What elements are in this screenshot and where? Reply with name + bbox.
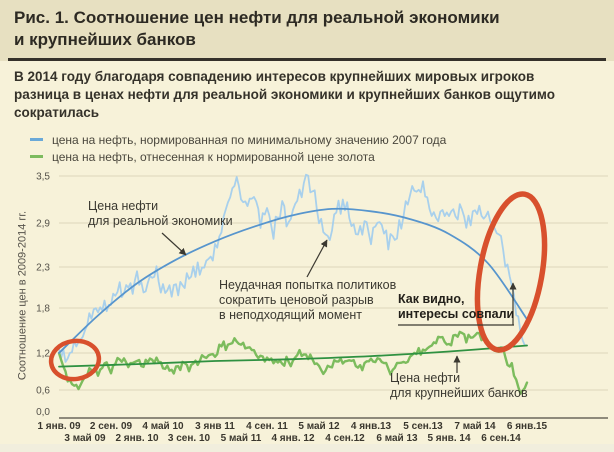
arrow-real-economy xyxy=(161,232,187,256)
x-tick-label: 6 янв.15 xyxy=(507,421,548,432)
x-tick-label: 1 янв. 09 xyxy=(37,421,80,432)
x-tick-label: 2 сен. 09 xyxy=(90,421,133,432)
annotation-failed-attempt: Неудачная попытка политиков сократить це… xyxy=(219,278,397,322)
oil-price-vs-gold xyxy=(57,330,529,395)
legend-item-oil-normalized: цена на нефть, нормированная по минималь… xyxy=(30,131,446,148)
annotation-banks: Цена нефти для крупнейших банков xyxy=(390,371,528,400)
banks-oil-price-trend xyxy=(58,344,528,368)
real-economy-oil-price-trend xyxy=(58,207,528,354)
title-divider xyxy=(8,58,606,61)
legend-swatch-blue-icon xyxy=(30,138,43,141)
x-tick-label: 5 май 11 xyxy=(221,433,262,444)
y-tick-label: 1,2 xyxy=(36,349,50,360)
legend-label: цена на нефть, нормированная по минималь… xyxy=(52,132,447,147)
x-tick-label: 4 янв. 12 xyxy=(271,433,314,444)
highlight-ellipse-convergence xyxy=(474,191,548,353)
x-tick-label: 5 сен.13 xyxy=(403,421,443,432)
x-tick-label: 6 май 13 xyxy=(376,433,418,444)
y-tick-label: 0,6 xyxy=(36,386,50,397)
y-tick-label: 1,8 xyxy=(36,304,50,315)
y-tick-label: 2,9 xyxy=(36,219,50,230)
legend-label: цена на нефть, отнесенная к нормированно… xyxy=(52,149,375,164)
oil-price-normalized-2007-min xyxy=(58,173,528,363)
x-tick-label: 4 май 10 xyxy=(142,421,184,432)
x-tick-label: 4 янв.13 xyxy=(351,421,392,432)
y-tick-label: 3,5 xyxy=(36,172,50,183)
arrow-failed-attempt xyxy=(306,239,328,278)
x-tick-label: 7 май 14 xyxy=(454,421,496,432)
x-tick-label: 3 сен. 10 xyxy=(168,433,211,444)
highlight-circle-start xyxy=(48,338,102,382)
x-tick-label: 5 янв. 14 xyxy=(427,433,470,444)
price-ratio-chart: 3,5 2,9 2,3 1,8 1,2 0,6 0,0 1 янв. 09 2 сен. 09 4… xyxy=(36,172,608,444)
y-tick-label: 2,3 xyxy=(36,263,50,274)
chart-legend: цена на нефть, нормированная по минималь… xyxy=(30,131,446,165)
x-tick-label: 4 сен.12 xyxy=(325,433,365,444)
x-tick-label: 5 май 12 xyxy=(298,421,340,432)
x-tick-label: 3 май 09 xyxy=(64,433,106,444)
legend-swatch-green-icon xyxy=(30,155,43,158)
annotation-interests-coincided: Как видно, интересы совпали xyxy=(398,292,515,322)
x-tick-label: 4 сен. 11 xyxy=(246,421,288,432)
annotation-real-economy: Цена нефти для реальной экономики xyxy=(88,199,233,228)
x-tick-label: 3 янв 11 xyxy=(195,421,235,432)
title-band xyxy=(0,0,614,61)
x-tick-label: 2 янв. 10 xyxy=(115,433,158,444)
legend-item-oil-vs-gold: цена на нефть, отнесенная к нормированно… xyxy=(30,148,446,165)
figure-title: Рис. 1. Соотношение цен нефти для реальн… xyxy=(14,8,500,50)
y-tick-label: 0,0 xyxy=(36,407,50,418)
x-tick-label: 6 сен.14 xyxy=(481,433,521,444)
bottom-strip xyxy=(0,444,614,452)
figure-subtitle: В 2014 году благодаря совпадению интерес… xyxy=(14,69,555,120)
